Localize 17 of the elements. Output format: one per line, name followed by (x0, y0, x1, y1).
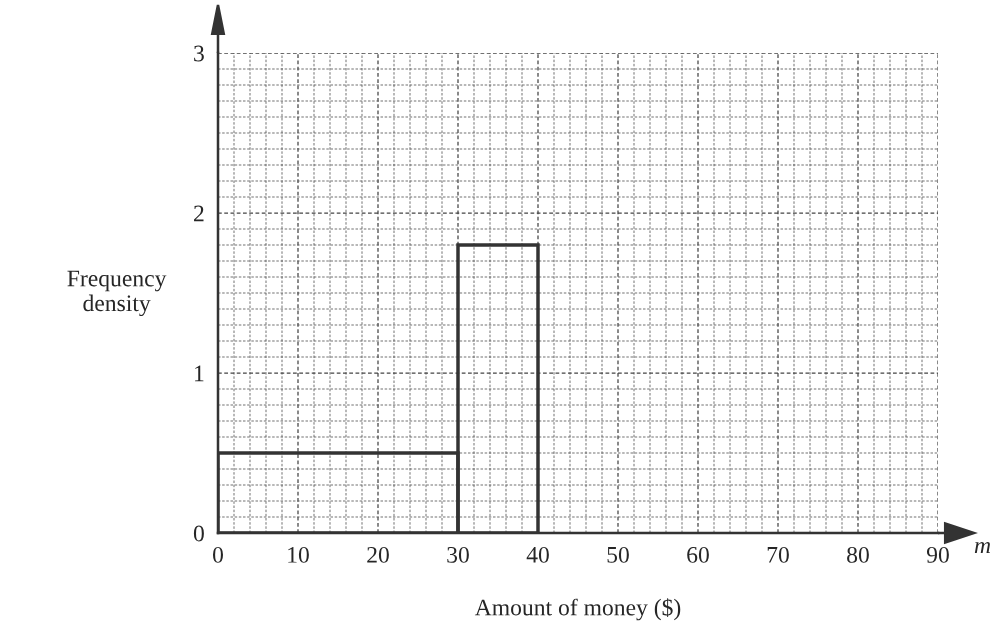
x-tick-label: 70 (767, 546, 789, 563)
y-axis-title: Frequency density (67, 270, 167, 317)
x-tick-label: 0 (213, 546, 223, 563)
x-tick-label: 50 (607, 546, 629, 563)
x-tick-label: 10 (288, 546, 309, 563)
x-axis-title: Amount of money ($) (474, 598, 681, 621)
y-tick-label: 3 (194, 45, 204, 62)
x-tick-label: 20 (367, 546, 389, 563)
text: m (974, 541, 991, 554)
x-tick-label: 40 (526, 546, 549, 563)
y-tick-label: 2 (194, 205, 204, 222)
x-tick-label: 80 (847, 546, 869, 563)
x-tick-label: 30 (447, 546, 469, 563)
x-tick-label: 60 (687, 546, 709, 563)
y-tick-label: 1 (195, 365, 204, 382)
x-tick-label: 90 (926, 546, 949, 563)
y-tick-label: 0 (193, 525, 204, 542)
